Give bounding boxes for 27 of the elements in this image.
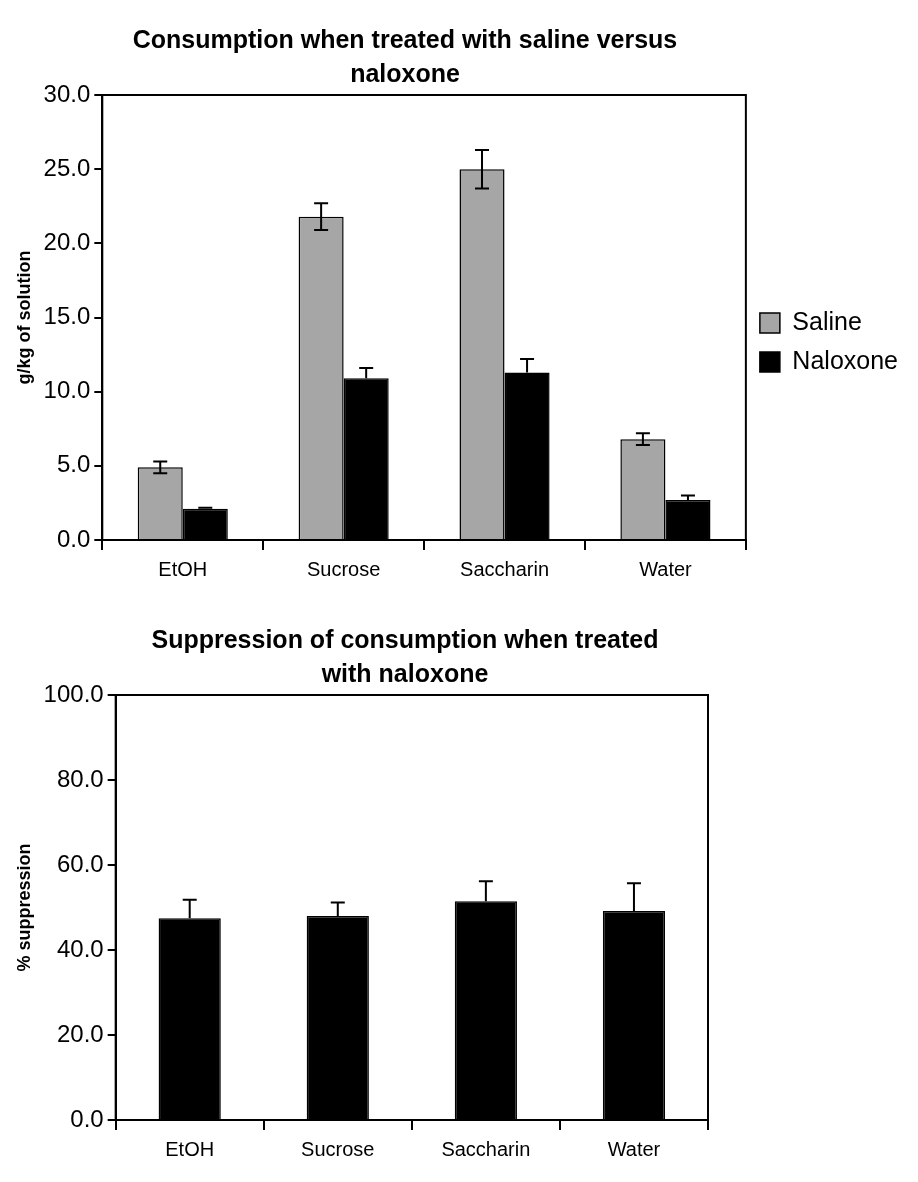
y-tick-label: 20.0 [56,1019,104,1047]
x-tick-label: Saccharin [460,557,550,580]
y-tick-label: 60.0 [56,849,104,877]
chart-title: Consumption when treated with saline versus naloxone [131,24,679,89]
x-tick-label: EtOH [158,557,208,580]
y-tick-label: 0.0 [56,524,91,552]
y-tick-label: 20.0 [43,227,91,255]
y-tick-label: 40.0 [56,934,104,962]
x-tick-label: Water [607,1137,661,1160]
legend-label: Saline [792,306,862,335]
x-tick-label: Sucrose [301,1137,375,1160]
x-tick-label: Water [639,557,693,580]
y-tick-label: 15.0 [43,302,91,330]
chart-title: Suppression of consumption when treated with naloxone [150,624,660,689]
legend-label: Naloxone [792,345,899,374]
y-tick-label: 0.0 [70,1104,104,1132]
y-tick-label: 5.0 [56,450,91,478]
x-tick-label: EtOH [165,1137,215,1160]
y-axis-title: g/kg of solution [13,250,34,385]
x-tick-label: Sucrose [306,557,381,580]
y-tick-label: 10.0 [43,376,91,404]
y-tick-label: 100.0 [43,679,104,707]
y-tick-label: 80.0 [56,764,104,792]
x-tick-label: Saccharin [441,1137,531,1160]
y-tick-label: 30.0 [43,79,91,107]
y-axis-title: % suppression [13,843,34,972]
y-tick-label: 25.0 [43,153,91,181]
